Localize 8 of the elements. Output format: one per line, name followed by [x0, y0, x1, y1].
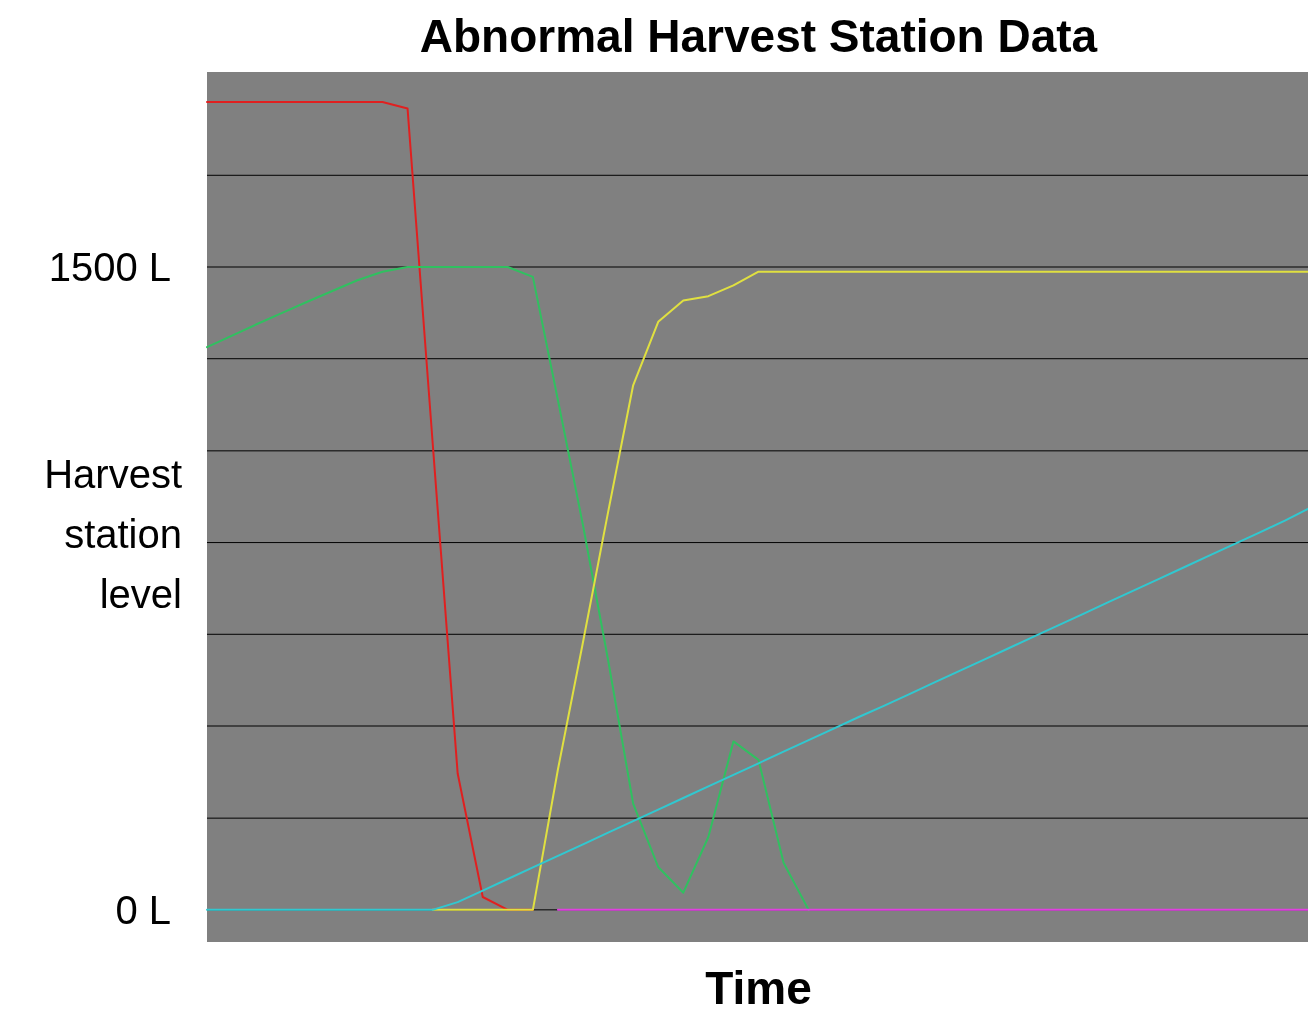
- x-axis-title: Time: [705, 962, 812, 1010]
- y-tick-label: 1500 L: [48, 245, 171, 289]
- y-axis-title: Harvest station level: [44, 452, 182, 616]
- line-series: [206, 266, 810, 911]
- line-series: [206, 506, 1308, 911]
- y-tick-label: 0 L: [115, 887, 171, 932]
- chart-title: Abnormal Harvest Station Data: [419, 10, 1098, 62]
- line-series: [431, 270, 1308, 911]
